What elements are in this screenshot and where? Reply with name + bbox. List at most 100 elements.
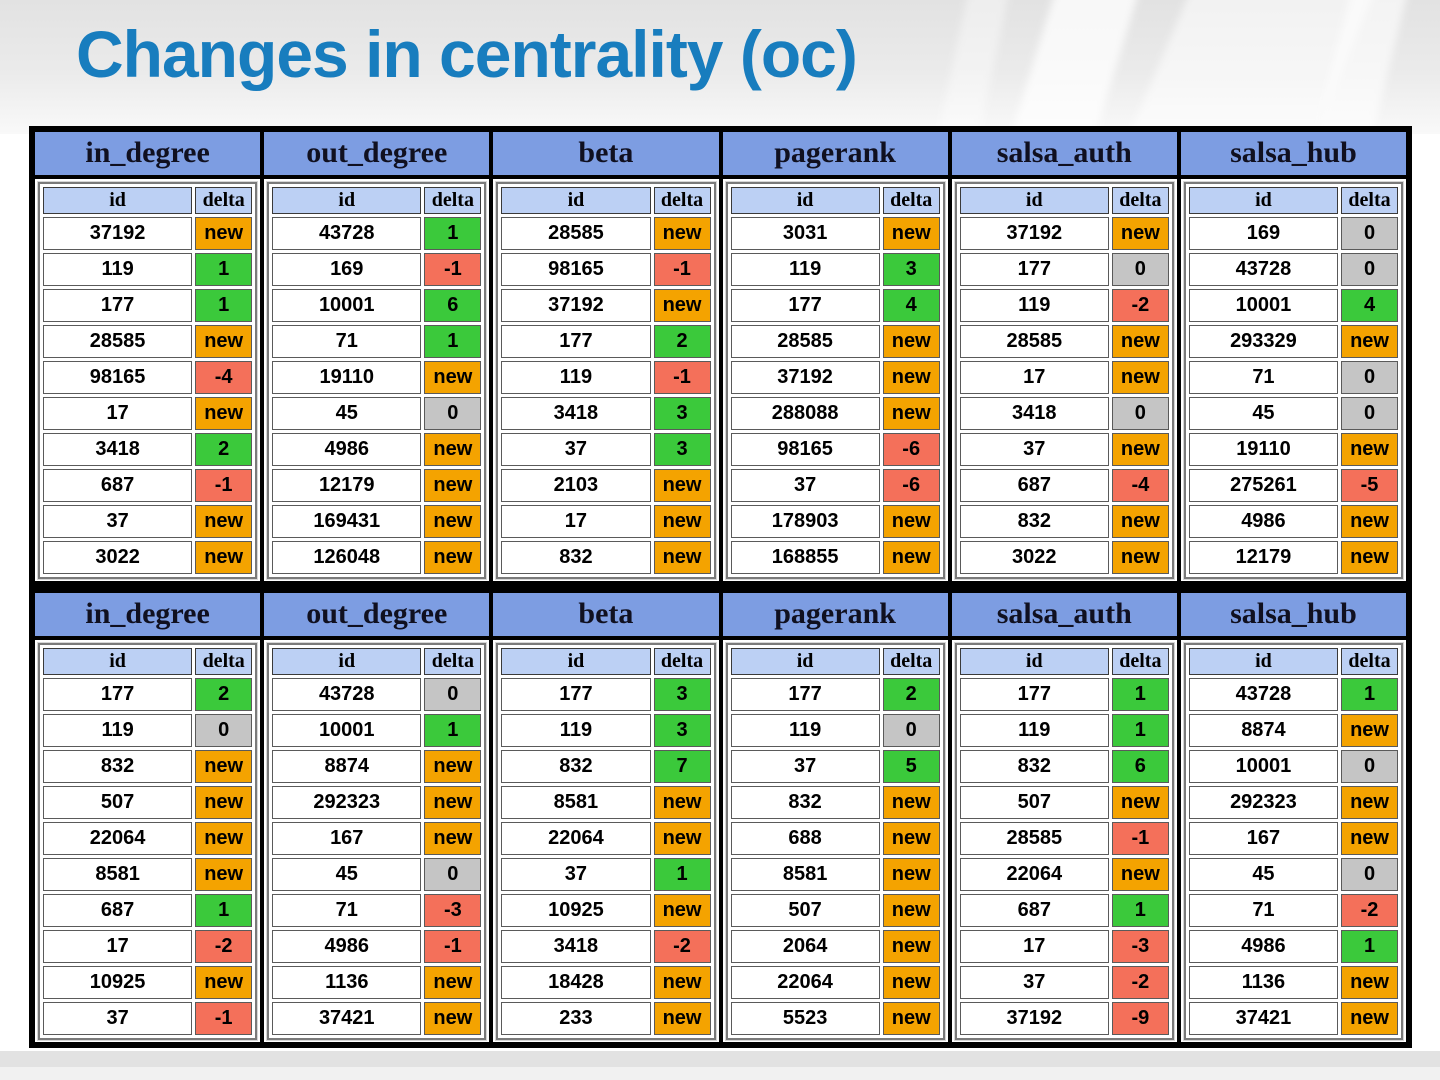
table-row: 293329 new [1188, 325, 1399, 358]
table-row: 37421 new [272, 1002, 482, 1035]
node-id-cell: 17 [501, 505, 651, 538]
node-id-cell: 293329 [1188, 325, 1339, 358]
rank-change-table-head: id delta [272, 648, 482, 675]
table-row: 10925 new [43, 966, 253, 999]
rank-change-table: id delta 28585 new 98165 -1 37192 new 177 2 119 -1 3… [495, 181, 717, 580]
delta-cell: new [424, 433, 482, 466]
table-row: 119 -1 [501, 361, 711, 394]
node-id-cell: 45 [1188, 397, 1339, 430]
node-id-cell: 507 [730, 894, 880, 927]
node-id-cell: 71 [272, 325, 422, 358]
delta-cell: -9 [1111, 1002, 1169, 1035]
table-row: 687 1 [959, 894, 1169, 927]
delta-cell: -6 [882, 469, 940, 502]
node-id-cell: 177 [959, 253, 1109, 286]
node-id-cell: 1136 [272, 966, 422, 999]
delta-cell: new [653, 469, 711, 502]
delta-cell: new [882, 325, 940, 358]
metric-group-title: out_degree [264, 132, 490, 179]
delta-cell: new [424, 541, 482, 574]
delta-column-header: delta [424, 187, 482, 214]
delta-cell: 2 [195, 678, 253, 711]
delta-column-header: delta [1341, 187, 1399, 214]
table-row: 2064 new [730, 930, 940, 963]
table-row: 17 new [43, 397, 253, 430]
table-row: 37 3 [501, 433, 711, 466]
delta-cell: new [1341, 505, 1399, 538]
node-id-cell: 832 [501, 750, 651, 783]
node-id-cell: 178903 [730, 505, 880, 538]
table-row: 832 new [959, 505, 1169, 538]
table-row: 169 0 [1188, 217, 1399, 250]
table-row: 37 5 [730, 750, 940, 783]
delta-cell: new [653, 822, 711, 855]
delta-column-header: delta [195, 187, 253, 214]
delta-cell: new [653, 786, 711, 819]
header-row: id delta [43, 648, 253, 675]
node-id-cell: 28585 [959, 822, 1109, 855]
delta-cell: 0 [1341, 397, 1399, 430]
delta-cell: 1 [195, 894, 253, 927]
table-row: 177 2 [43, 678, 253, 711]
id-column-header: id [730, 648, 880, 675]
table-row: 119 3 [730, 253, 940, 286]
node-id-cell: 832 [730, 786, 880, 819]
delta-cell: new [653, 541, 711, 574]
delta-cell: new [424, 505, 482, 538]
delta-cell: new [1341, 822, 1399, 855]
table-row: 178903 new [730, 505, 940, 538]
node-id-cell: 22064 [43, 822, 193, 855]
delta-cell: new [195, 786, 253, 819]
slide-header-background: Changes in centrality (oc) [0, 0, 1440, 134]
rank-change-table-head: id delta [43, 187, 253, 214]
delta-cell: new [1111, 858, 1169, 891]
table-row: 507 new [730, 894, 940, 927]
rank-change-table-head: id delta [959, 187, 1169, 214]
delta-cell: new [1111, 505, 1169, 538]
footer-strip [0, 1051, 1440, 1067]
delta-cell: new [882, 858, 940, 891]
table-row: 71 1 [272, 325, 482, 358]
delta-cell: -1 [653, 361, 711, 394]
table-row: 167 new [272, 822, 482, 855]
rank-change-table: id delta 169 0 43728 0 10001 4 293329 new 71 0 45 0 19… [1182, 181, 1405, 580]
delta-cell: new [424, 966, 482, 999]
node-id-cell: 71 [272, 894, 422, 927]
node-id-cell: 177 [501, 325, 651, 358]
delta-cell: -4 [1111, 469, 1169, 502]
rank-change-table: id delta 43728 0 10001 1 8874 new 292323 new 167 ne… [266, 642, 488, 1041]
node-id-cell: 8581 [501, 786, 651, 819]
table-row: 22064 new [43, 822, 253, 855]
delta-cell: new [882, 541, 940, 574]
table-row: 119 3 [501, 714, 711, 747]
delta-cell: 1 [424, 714, 482, 747]
id-column-header: id [959, 187, 1109, 214]
table-row: 119 0 [730, 714, 940, 747]
table-row: 832 6 [959, 750, 1169, 783]
rank-change-table-body: 177 2 119 0 832 new 507 new 22064 new 8581 new 687 1 1… [43, 678, 253, 1035]
table-row: 233 new [501, 1002, 711, 1035]
table-row: 37192 new [501, 289, 711, 322]
header-row: id delta [501, 648, 711, 675]
node-id-cell: 8874 [272, 750, 422, 783]
metric-group-body: id delta 3031 new 119 3 177 4 28585 new 37192 new 28… [722, 179, 948, 581]
delta-cell: 3 [653, 714, 711, 747]
table-row: 37 1 [501, 858, 711, 891]
delta-cell: new [195, 822, 253, 855]
rank-change-table-body: 43728 0 10001 1 8874 new 292323 new 167 new 45 0 71-… [272, 678, 482, 1035]
delta-cell: -1 [195, 469, 253, 502]
metric-group-title: out_degree [264, 593, 490, 640]
delta-cell: new [882, 966, 940, 999]
delta-cell: 6 [424, 289, 482, 322]
delta-cell: 4 [1341, 289, 1399, 322]
table-row: 43728 0 [1188, 253, 1399, 286]
node-id-cell: 832 [43, 750, 193, 783]
node-id-cell: 98165 [501, 253, 651, 286]
rank-change-table: id delta 177 2 119 0 37 5 832 new 688 new 8581 new 507… [724, 642, 946, 1041]
table-row: 687 -4 [959, 469, 1169, 502]
table-row: 177 4 [730, 289, 940, 322]
metric-group-body: id delta 43728 0 10001 1 8874 new 292323 new 167 ne… [264, 640, 490, 1042]
node-id-cell: 177 [43, 289, 193, 322]
table-row: 4986 new [272, 433, 482, 466]
node-id-cell: 37 [43, 1002, 193, 1035]
